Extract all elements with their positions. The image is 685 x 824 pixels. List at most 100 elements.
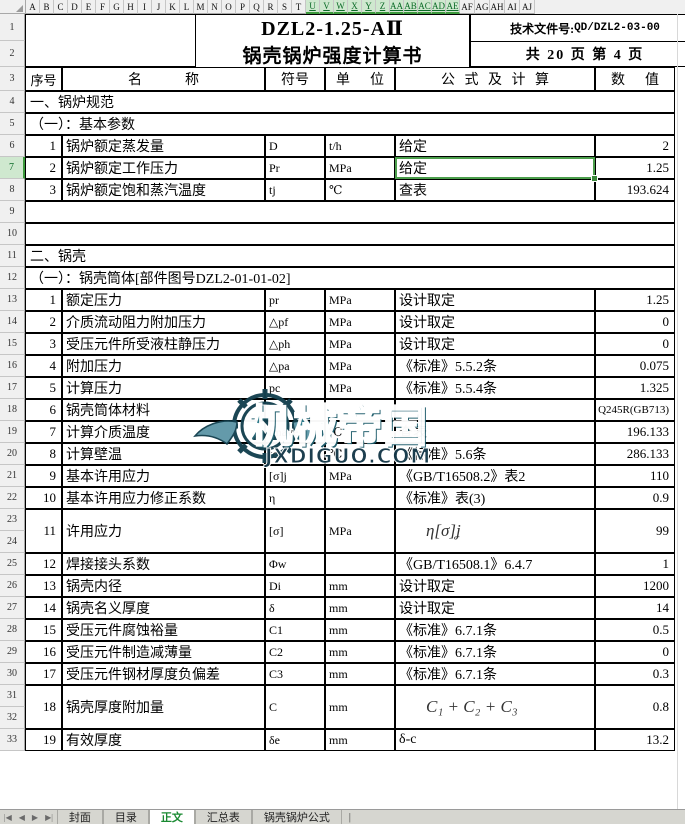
entry-18-formula[interactable]	[395, 399, 595, 421]
entry-6-symbol[interactable]: D	[265, 135, 325, 157]
column-header-ab[interactable]: AB	[404, 0, 418, 14]
entry-29-formula[interactable]: 《标准》6.7.1条	[395, 641, 595, 663]
entry-31-symbol[interactable]: C	[265, 685, 325, 729]
row-header-9[interactable]: 9	[0, 201, 25, 223]
row-header-13[interactable]: 13	[0, 289, 25, 311]
column-header-g[interactable]: G	[110, 0, 124, 14]
column-header-m[interactable]: M	[194, 0, 208, 14]
entry-30-symbol[interactable]: C3	[265, 663, 325, 685]
row-header-26[interactable]: 26	[0, 575, 25, 597]
entry-31-value[interactable]: 0.8	[595, 685, 675, 729]
entry-21-formula[interactable]: 《GB/T16508.2》表2	[395, 465, 595, 487]
entry-23-symbol[interactable]: [σ]	[265, 509, 325, 553]
entry-25-value[interactable]: 1	[595, 553, 675, 575]
sheet-tab-bar[interactable]: |◀ ◀ ▶ ▶| 封面 目录 正文 汇总表 锅壳锅炉公式 |	[0, 809, 685, 824]
row-header-2[interactable]: 2	[0, 41, 25, 67]
blank-row-10[interactable]	[25, 223, 675, 245]
entry-13-value[interactable]: 1.25	[595, 289, 675, 311]
entry-14-name[interactable]: 介质流动阻力附加压力	[62, 311, 265, 333]
entry-20-value[interactable]: 286.133	[595, 443, 675, 465]
column-header-k[interactable]: K	[166, 0, 180, 14]
row-header-21[interactable]: 21	[0, 465, 25, 487]
entry-8-unit[interactable]: ℃	[325, 179, 395, 201]
entry-14-formula[interactable]: 设计取定	[395, 311, 595, 333]
entry-13-unit[interactable]: MPa	[325, 289, 395, 311]
blank-row-9[interactable]	[25, 201, 675, 223]
entry-22-no[interactable]: 10	[25, 487, 62, 509]
row-header-29[interactable]: 29	[0, 641, 25, 663]
column-header-q[interactable]: Q	[250, 0, 264, 14]
entry-28-name[interactable]: 受压元件腐蚀裕量	[62, 619, 265, 641]
header-unit[interactable]: 单 位	[325, 67, 395, 91]
entry-28-symbol[interactable]: C1	[265, 619, 325, 641]
entry-7-no[interactable]: 2	[25, 157, 62, 179]
header-name[interactable]: 名 称	[62, 67, 265, 91]
sheet-nav-last-icon[interactable]: ▶|	[45, 812, 53, 822]
doc-code-cell[interactable]: DZL2-1.25-AⅡ	[195, 14, 470, 41]
row-header-6[interactable]: 6	[0, 135, 25, 157]
entry-30-no[interactable]: 17	[25, 663, 62, 685]
sheet-tab-汇总表[interactable]: 汇总表	[194, 810, 252, 824]
column-header-d[interactable]: D	[68, 0, 82, 14]
entry-17-symbol[interactable]: pc	[265, 377, 325, 399]
header-value[interactable]: 数 值	[595, 67, 675, 91]
column-header-w[interactable]: W	[334, 0, 348, 14]
row-header-25[interactable]: 25	[0, 553, 25, 575]
entry-8-no[interactable]: 3	[25, 179, 62, 201]
page-info-cell[interactable]: 共 20 页 第 4 页	[470, 41, 685, 67]
column-header-f[interactable]: F	[96, 0, 110, 14]
entry-30-name[interactable]: 受压元件钢材厚度负偏差	[62, 663, 265, 685]
row-header-19[interactable]: 19	[0, 421, 25, 443]
column-header-x[interactable]: X	[348, 0, 362, 14]
entry-31-name[interactable]: 锅壳厚度附加量	[62, 685, 265, 729]
entry-20-name[interactable]: 计算壁温	[62, 443, 265, 465]
entry-25-unit[interactable]	[325, 553, 395, 575]
entry-6-formula[interactable]: 给定	[395, 135, 595, 157]
row-header-15[interactable]: 15	[0, 333, 25, 355]
column-header-ag[interactable]: AG	[475, 0, 490, 14]
entry-29-name[interactable]: 受压元件制造减薄量	[62, 641, 265, 663]
entry-15-formula[interactable]: 设计取定	[395, 333, 595, 355]
entry-17-unit[interactable]: MPa	[325, 377, 395, 399]
entry-20-unit[interactable]: ℃	[325, 443, 395, 465]
entry-14-unit[interactable]: MPa	[325, 311, 395, 333]
column-header-ac[interactable]: AC	[418, 0, 432, 14]
column-header-ah[interactable]: AH	[490, 0, 505, 14]
row-header-14[interactable]: 14	[0, 311, 25, 333]
row-header-12[interactable]: 12	[0, 267, 25, 289]
column-header-aj[interactable]: AJ	[520, 0, 535, 14]
entry-33-symbol[interactable]: δe	[265, 729, 325, 751]
entry-25-formula[interactable]: 《GB/T16508.1》6.4.7	[395, 553, 595, 575]
row-header-28[interactable]: 28	[0, 619, 25, 641]
entry-21-value[interactable]: 110	[595, 465, 675, 487]
entry-27-no[interactable]: 14	[25, 597, 62, 619]
row-header-10[interactable]: 10	[0, 223, 25, 245]
entry-19-symbol[interactable]: tmave	[265, 421, 325, 443]
entry-20-formula[interactable]: 《标准》5.6条	[395, 443, 595, 465]
row-header-33[interactable]: 33	[0, 729, 25, 751]
entry-17-formula[interactable]: 《标准》5.5.4条	[395, 377, 595, 399]
entry-19-formula[interactable]: 查表	[395, 421, 595, 443]
entry-28-unit[interactable]: mm	[325, 619, 395, 641]
entry-23-unit[interactable]: MPa	[325, 509, 395, 553]
entry-26-formula[interactable]: 设计取定	[395, 575, 595, 597]
entry-16-unit[interactable]: MPa	[325, 355, 395, 377]
fill-handle[interactable]	[591, 175, 598, 182]
row-header-32[interactable]: 32	[0, 707, 25, 729]
sheet-tab-封面[interactable]: 封面	[56, 810, 103, 824]
entry-22-unit[interactable]	[325, 487, 395, 509]
entry-17-value[interactable]: 1.325	[595, 377, 675, 399]
sheet-nav-prev-icon[interactable]: ◀	[18, 812, 25, 822]
entry-21-name[interactable]: 基本许用应力	[62, 465, 265, 487]
column-header-y[interactable]: Y	[362, 0, 376, 14]
entry-20-symbol[interactable]: tc	[265, 443, 325, 465]
entry-19-name[interactable]: 计算介质温度	[62, 421, 265, 443]
column-header-bar[interactable]: A B C D E F G H I J K L M N O P Q R S T U V W X Y Z AA AB AC AD AE AF AG…	[0, 0, 685, 14]
column-header-aa[interactable]: AA	[390, 0, 404, 14]
entry-14-no[interactable]: 2	[25, 311, 62, 333]
title-left-blank-cell[interactable]	[25, 14, 195, 67]
entry-33-no[interactable]: 19	[25, 729, 62, 751]
entry-30-formula[interactable]: 《标准》6.7.1条	[395, 663, 595, 685]
entry-25-no[interactable]: 12	[25, 553, 62, 575]
column-header-ai[interactable]: AI	[505, 0, 520, 14]
